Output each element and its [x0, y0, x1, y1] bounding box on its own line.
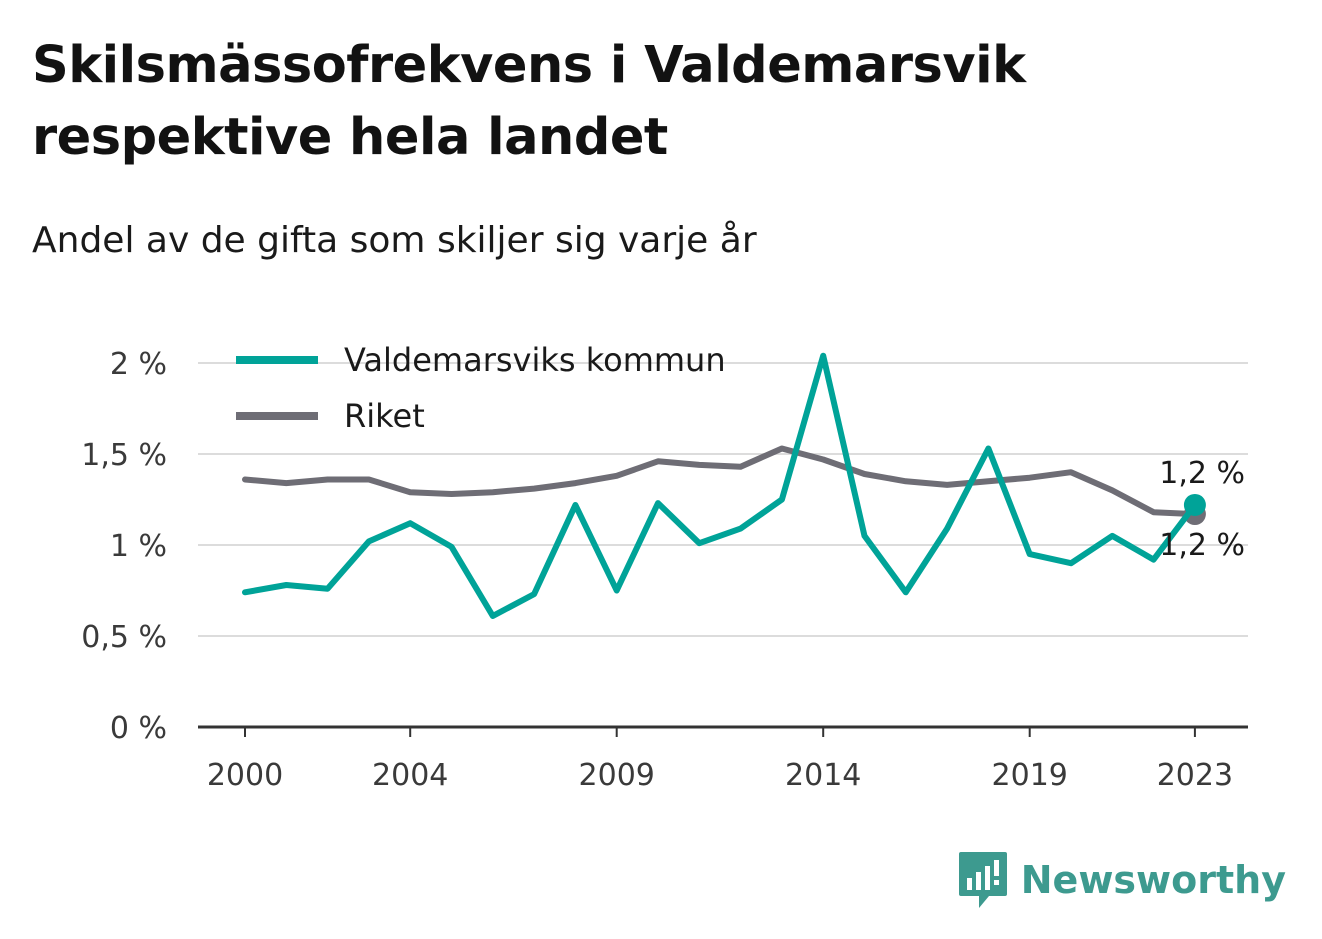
- x-axis: 2000 2004 2009 2014 2019 2023: [198, 725, 1248, 793]
- y-tick-label: 0 %: [110, 711, 167, 746]
- y-tick-label: 0,5 %: [81, 620, 167, 655]
- series-lines: [242, 352, 1206, 619]
- grid-lines: [198, 362, 1248, 637]
- brand-name: Newsworthy: [1020, 858, 1286, 902]
- chart-title: Skilsmässofrekvens i Valdemarsvik respek…: [32, 36, 1026, 167]
- series-end-point: [1183, 493, 1206, 516]
- x-tick-label: 2023: [1157, 758, 1233, 793]
- series-line-riket: [242, 445, 1198, 518]
- end-value-label: 1,2 %: [1159, 528, 1245, 563]
- end-value-label: 1,2 %: [1159, 456, 1245, 491]
- chart-subtitle: Andel av de gifta som skiljer sig varje …: [32, 220, 757, 261]
- x-tick-label: 2004: [372, 758, 448, 793]
- x-tick-label: 2009: [579, 758, 655, 793]
- brand: Newsworthy: [957, 850, 1286, 910]
- legend-label: Riket: [344, 397, 425, 435]
- y-axis-ticks: 0 % 0,5 % 1 % 1,5 % 2 %: [81, 347, 167, 746]
- y-tick-label: 2 %: [110, 347, 167, 382]
- legend-label: Valdemarsviks kommun: [344, 341, 726, 379]
- newsworthy-logo-icon: [958, 852, 1007, 908]
- y-tick-label: 1 %: [110, 529, 167, 564]
- y-tick-label: 1,5 %: [81, 438, 167, 473]
- x-tick-label: 2019: [992, 758, 1068, 793]
- end-labels: 1,2 % 1,2 %: [1159, 456, 1245, 563]
- series-line-valdemarsvik: [242, 352, 1198, 619]
- x-tick-label: 2014: [785, 758, 861, 793]
- legend: Valdemarsviks kommun Riket: [236, 341, 726, 435]
- x-tick-label: 2000: [207, 758, 283, 793]
